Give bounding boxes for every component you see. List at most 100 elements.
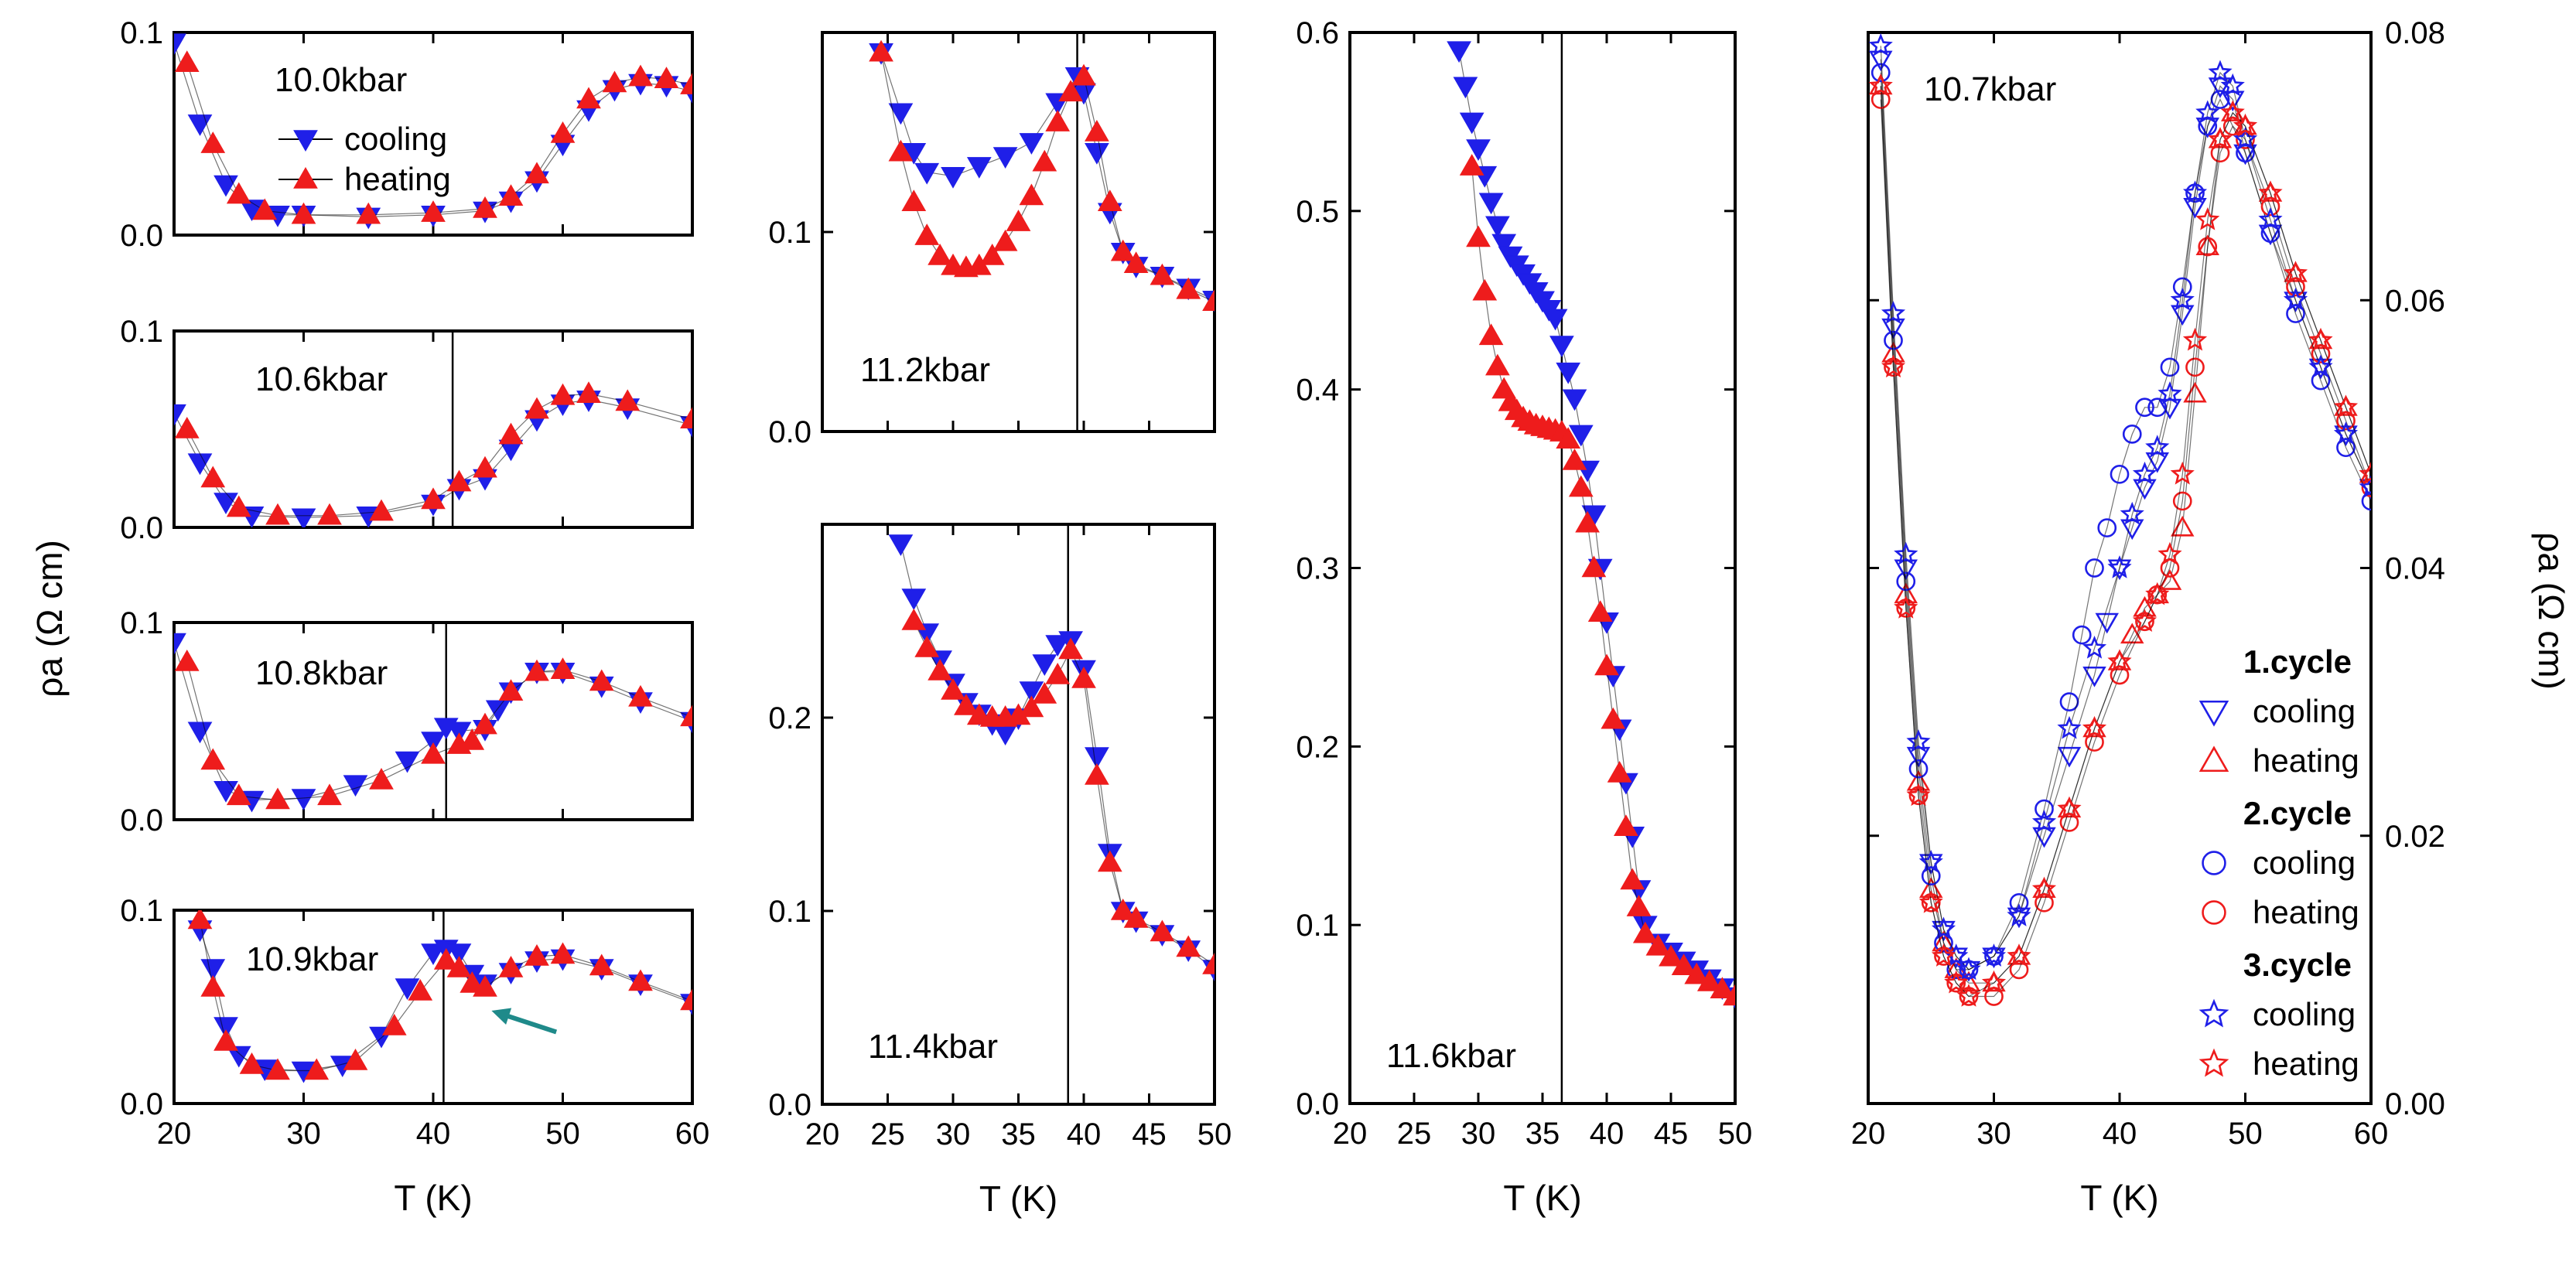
data-point — [2182, 327, 2208, 351]
data-point — [2132, 609, 2157, 633]
data-point — [1581, 555, 1607, 578]
x-tick-label: 20 — [1851, 1117, 1886, 1151]
series-group — [174, 633, 692, 813]
data-point — [2057, 746, 2082, 768]
data-point — [1459, 112, 1484, 135]
data-point — [966, 157, 992, 179]
y-tick-label: 0.4 — [1296, 374, 1339, 408]
data-point — [1019, 681, 1044, 704]
data-point — [421, 487, 446, 510]
data-point — [291, 202, 316, 224]
data-point — [2157, 569, 2182, 590]
data-point — [2185, 357, 2205, 377]
data-point — [524, 943, 549, 966]
x-tick-label: 30 — [936, 1117, 971, 1151]
data-point — [2072, 625, 2092, 645]
data-point — [576, 381, 601, 404]
series-line — [1880, 46, 2371, 971]
series-group — [174, 33, 692, 230]
x-tick-label: 60 — [675, 1117, 710, 1151]
data-point — [992, 724, 1018, 746]
data-point — [395, 751, 420, 773]
data-point — [1906, 729, 1931, 752]
data-point — [901, 588, 927, 611]
data-point — [446, 955, 472, 977]
data-point — [1045, 110, 1071, 131]
data-point — [291, 508, 316, 527]
data-point — [2195, 100, 2220, 124]
data-point — [1123, 906, 1149, 928]
y-tick-label: 0.1 — [120, 606, 163, 640]
series-line — [186, 63, 692, 216]
data-point — [1071, 666, 1096, 688]
series-group — [1447, 41, 1735, 1009]
series-line — [1458, 49, 1735, 997]
data-point — [226, 182, 251, 204]
data-point — [1123, 251, 1149, 274]
data-point — [214, 1017, 238, 1039]
legend: cooling heating — [278, 121, 451, 197]
data-point — [2233, 113, 2258, 137]
data-point — [214, 1029, 238, 1051]
data-point — [1478, 323, 1504, 346]
data-point — [1459, 154, 1484, 176]
y-tick-label: 0.0 — [768, 415, 811, 449]
data-point — [1097, 189, 1122, 212]
data-point — [395, 978, 420, 1001]
y-tick-label: 0.0 — [1296, 1087, 1339, 1121]
x-tick-label: 20 — [805, 1117, 840, 1151]
y-tick-label-right: 0.06 — [2385, 284, 2445, 318]
y-tick-label: 0.0 — [120, 511, 163, 545]
data-point — [473, 974, 497, 997]
data-point — [941, 677, 965, 700]
data-point — [187, 114, 213, 136]
data-point — [1202, 289, 1215, 312]
data-point — [1607, 760, 1632, 783]
data-point — [954, 693, 979, 715]
data-point — [2145, 582, 2170, 606]
data-point — [1944, 970, 1969, 994]
annotation-arrow-shaft — [502, 1012, 558, 1035]
data-point — [265, 503, 290, 525]
data-point — [680, 407, 692, 429]
data-point — [680, 73, 692, 94]
data-point — [187, 721, 213, 744]
legend-label-cooling: cooling — [2253, 996, 2356, 1032]
y-tick-label-right: 0.02 — [2385, 820, 2445, 854]
data-point — [1562, 389, 1587, 411]
x-axis-label: T (K) — [979, 1179, 1057, 1219]
series-line — [174, 642, 692, 801]
data-point — [2195, 234, 2219, 256]
data-point — [174, 633, 186, 655]
data-point — [2085, 558, 2104, 578]
data-point — [1684, 962, 1710, 984]
y-tick-label: 0.1 — [120, 894, 163, 928]
legend: 1.cycle cooling heating 2.cycle cooling heati… — [2198, 643, 2359, 1082]
panel-label: 10.6kbar — [255, 360, 388, 398]
data-point — [2034, 799, 2054, 819]
data-point — [2359, 461, 2371, 485]
legend-marker-cooling — [2198, 998, 2229, 1028]
data-point — [1594, 653, 1619, 676]
data-point — [1659, 944, 1683, 967]
data-point — [628, 64, 653, 87]
data-point — [2220, 73, 2245, 97]
data-point — [2145, 452, 2169, 473]
data-point — [1019, 133, 1044, 155]
data-point — [304, 1058, 330, 1080]
legend-marker-cooling — [2198, 700, 2229, 727]
x-axis-label: T (K) — [2080, 1178, 2158, 1218]
y-tick-label: 0.1 — [768, 895, 811, 929]
legend-cycle-title: 1.cycle — [2243, 643, 2352, 680]
data-point — [979, 243, 1005, 265]
data-point — [2208, 60, 2233, 84]
data-point — [187, 910, 213, 930]
data-point — [1908, 759, 1929, 779]
legend-marker-cooling — [293, 130, 318, 152]
data-point — [1085, 143, 1109, 165]
data-point — [226, 783, 251, 806]
x-tick-label: 40 — [416, 1117, 451, 1151]
data-point — [1019, 695, 1044, 718]
series-group — [1868, 32, 2371, 1007]
